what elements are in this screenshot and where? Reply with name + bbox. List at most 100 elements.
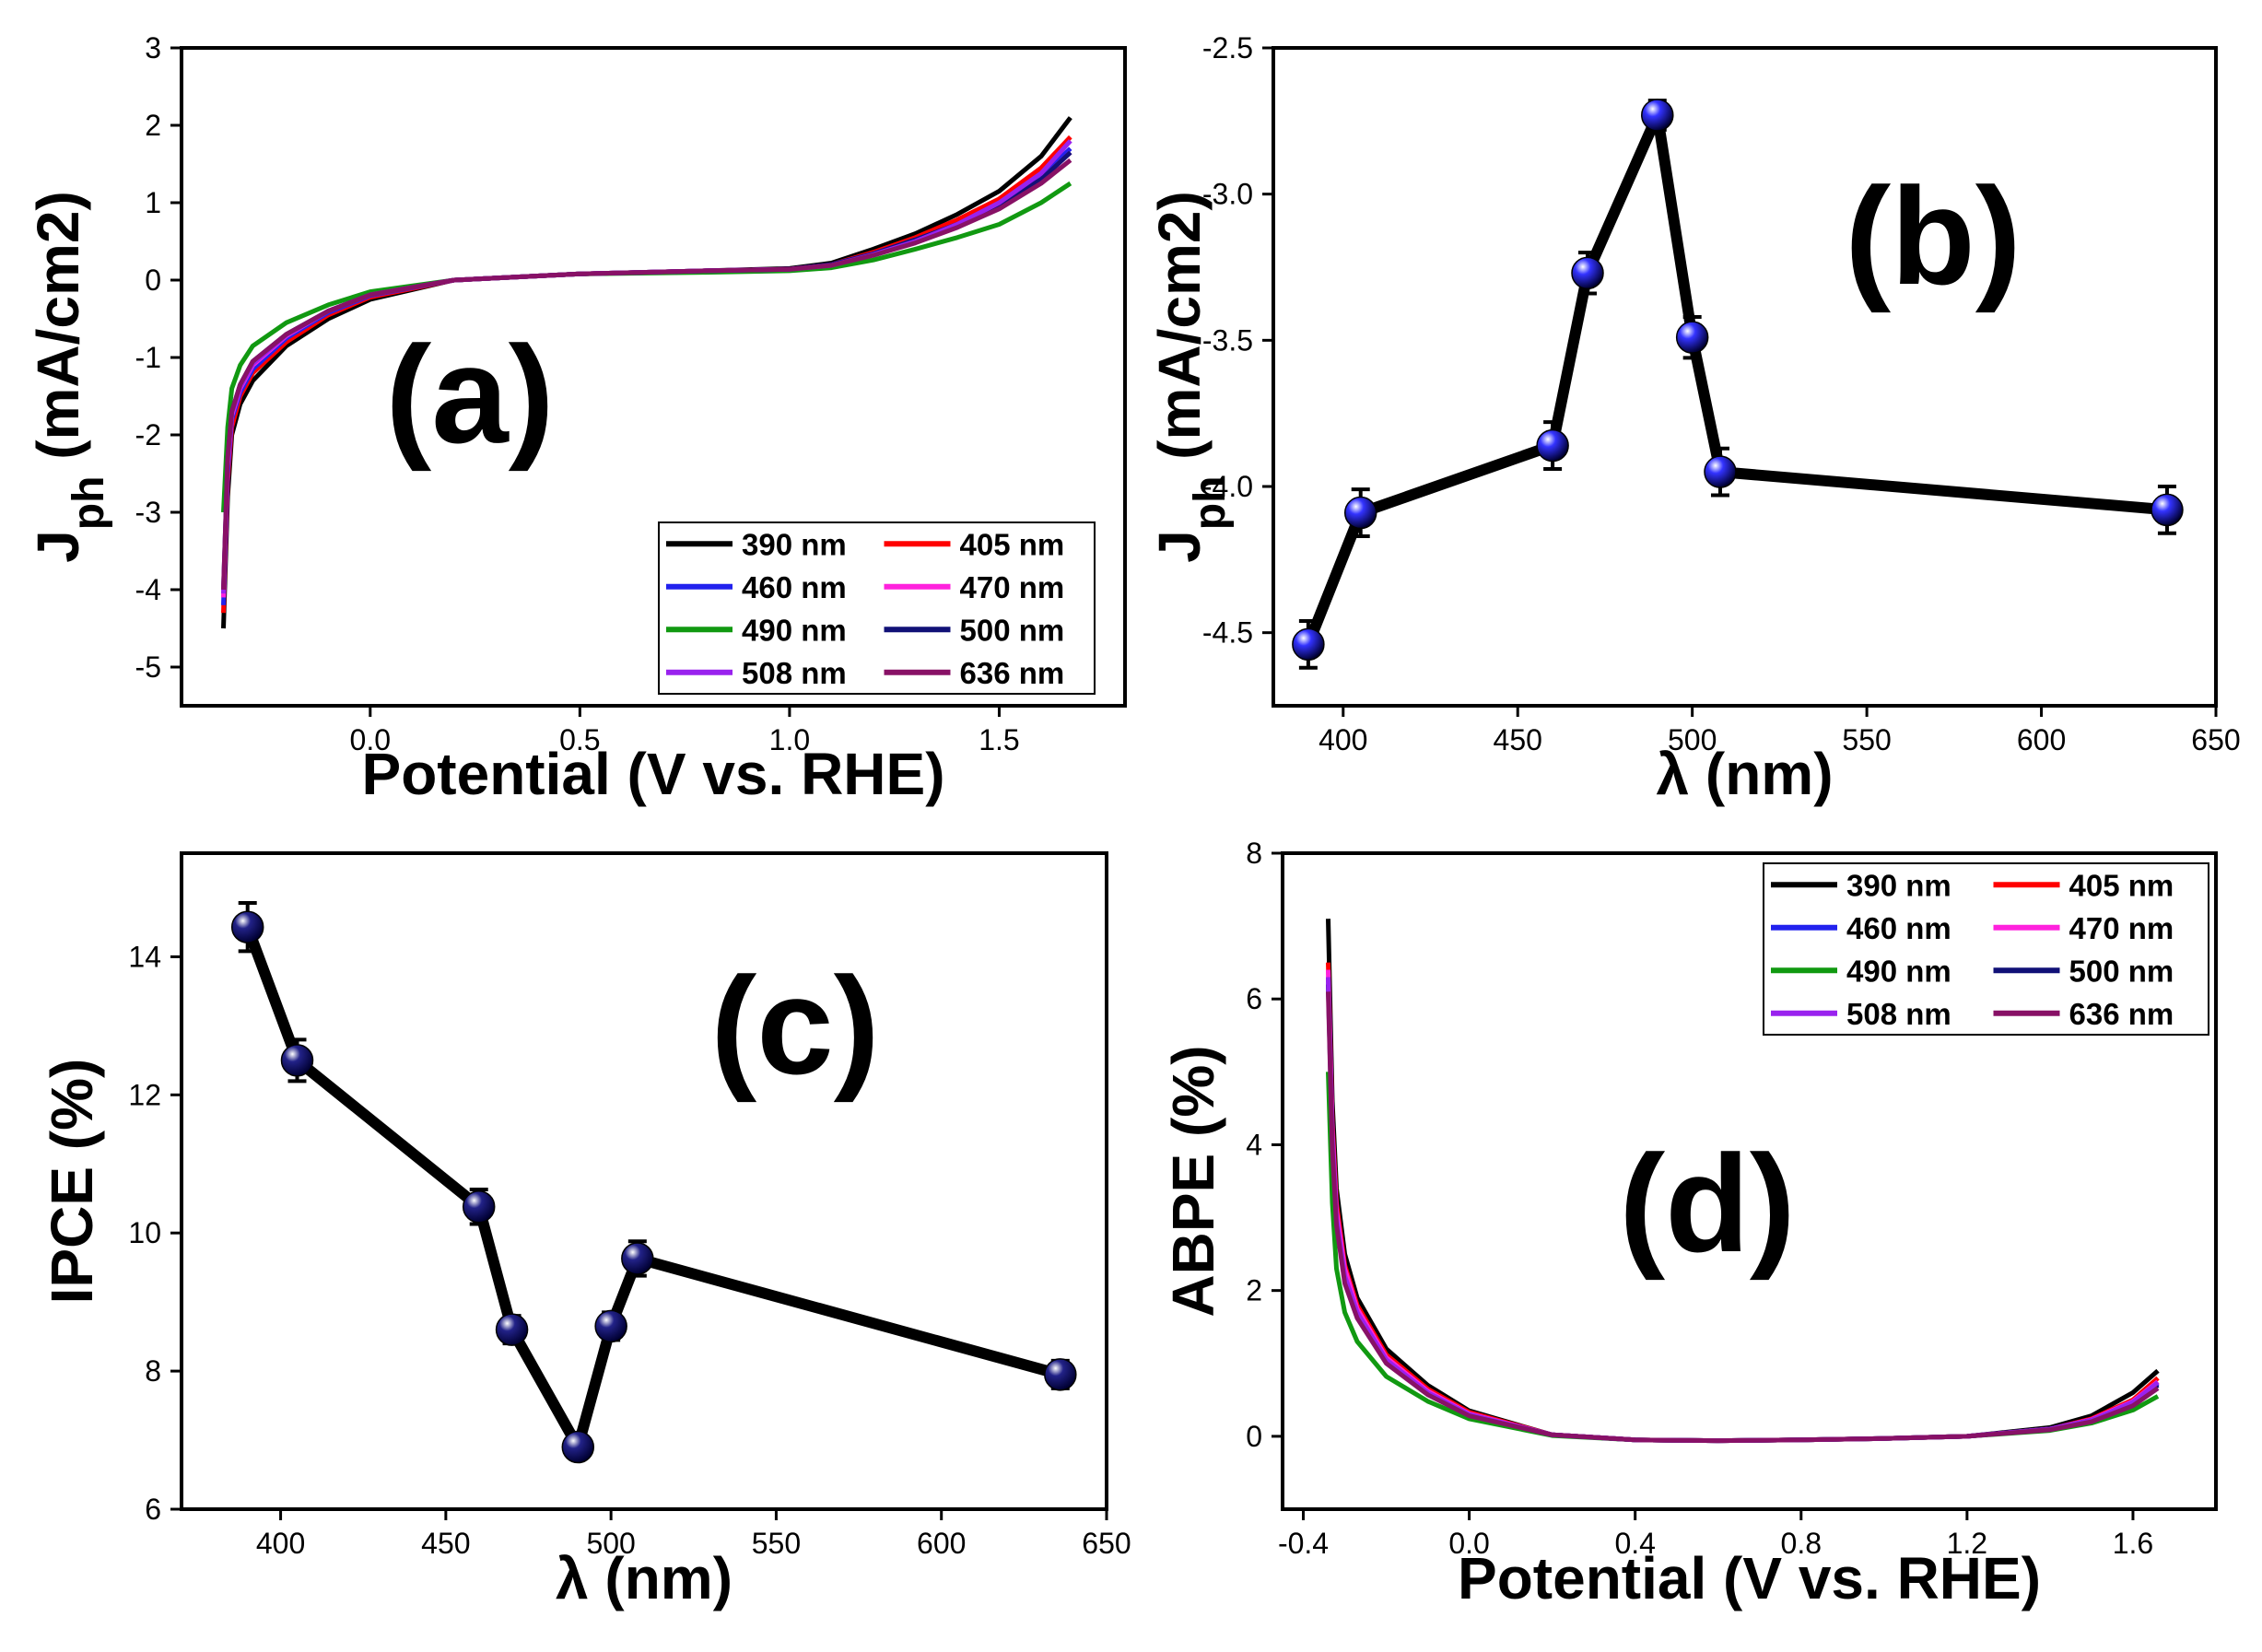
y-tick-label: 12 [128,1078,161,1111]
y-tick-label: -3 [135,496,161,529]
data-point [230,910,264,943]
x-tick-label: 0.0 [350,723,391,756]
plot-frame-c [180,851,1108,1511]
x-tick-label: 500 [586,1527,635,1560]
legend: 390 nm 405 nm 460 nm 470 nm 490 nm 500 nm 508 … [658,521,1096,695]
x-tick-label: 1.6 [2113,1527,2153,1560]
data-point [495,1313,529,1346]
y-tick-label: 6 [145,1493,161,1526]
y-tick-label: 6 [1246,982,1262,1015]
y-tick-label: 0 [1246,1420,1262,1453]
y-tick-label: -4.5 [1202,616,1253,650]
x-tick-label: 550 [1842,723,1891,756]
legend-entry: 405 nm [960,527,1065,561]
data-point [1292,627,1325,662]
plot-frame-d [1281,851,2218,1511]
y-axis-title: IPCE (%) [39,1059,105,1305]
panel-b: 400 450 500 550 600 650 -4.5 -4.0 -3.5 -3.0 -2.5 λ … [1146,31,2241,807]
x-tick-label: 1.0 [769,723,810,756]
legend-entry: 508 nm [742,656,847,690]
y-axis-title: ABPE (%) [1160,1045,1226,1317]
y-tick-label: 8 [1246,837,1262,870]
panel-d: 390 nm 405 nm 460 nm 470 nm 490 nm 500 nm 508 … [1160,837,2218,1611]
legend-entry: 490 nm [1846,954,1951,988]
y-tick-label: 10 [128,1216,161,1249]
x-tick-label: 1.5 [979,723,1019,756]
x-tick-label: 0.5 [559,723,600,756]
x-axis-title: Potential (V vs. RHE) [362,741,945,807]
x-tick-label: 650 [1082,1527,1131,1560]
panel-label-b: (b) [1845,158,2022,313]
y-tick-label: -2 [135,418,161,451]
panel-c: 400 450 500 550 600 650 6 8 10 12 14 λ (nm) IPCE (%)… [39,851,1131,1611]
y-axis-title: Jph (mA/cm2) [25,191,113,563]
data-line [1303,110,2168,647]
y-tick-label: 2 [145,109,161,142]
legend-entry: 508 nm [1846,997,1951,1031]
x-tick-label: 600 [917,1527,966,1560]
y-tick-label: 8 [145,1354,161,1388]
y-tick-label: 2 [1246,1274,1262,1307]
y-tick-label: 3 [145,31,161,64]
x-tick-label: 0.0 [1448,1527,1489,1560]
data-point [1536,428,1569,463]
legend-box [1763,862,2209,1036]
y-tick-label: -3.0 [1202,178,1253,211]
x-axis-title: λ (nm) [1657,741,1834,807]
y-axis-title: Jph (mA/cm2) [1146,191,1235,563]
data-point [1675,321,1709,354]
legend-entry: 405 nm [2069,868,2174,902]
y-tick-label: -3.5 [1202,323,1253,357]
x-tick-label: 1.2 [1947,1527,1987,1560]
y-tick-label: -4 [135,573,161,606]
legend-entry: 460 nm [1846,911,1951,945]
x-tick-label: 400 [256,1527,305,1560]
plot-frame-b [1272,46,2218,708]
data-line [242,925,1062,1453]
data-point [462,1189,496,1224]
x-tick-label: 500 [1668,723,1717,756]
y-tick-label: 1 [145,186,161,219]
legend-entry: 390 nm [742,527,847,561]
x-tick-label: 0.4 [1614,1527,1655,1560]
legend-entry: 636 nm [960,656,1065,690]
x-axis-title: λ (nm) [556,1545,733,1611]
x-tick-label: 450 [1494,723,1542,756]
legend-entry: 470 nm [960,570,1065,604]
series-line-636-nm [221,158,1072,591]
legend-entry: 470 nm [2069,911,2174,945]
data-point [2151,493,2184,527]
panel-label-c: (c) [710,948,879,1103]
series-line-636-nm [1326,991,2160,1444]
data-point [1704,455,1737,488]
legend-entry: 490 nm [742,613,847,647]
legend-box [658,521,1096,695]
y-tick-label: 4 [1246,1128,1262,1161]
data-point [280,1044,314,1077]
panel-label-d: (d) [1619,1126,1796,1281]
data-point [594,1309,627,1343]
series-group [221,116,1072,629]
x-axis-title: Potential (V vs. RHE) [1458,1545,2041,1611]
legend-entry: 460 nm [742,570,847,604]
x-tick-label: -0.4 [1278,1527,1329,1560]
x-tick-label: 0.8 [1781,1527,1822,1560]
x-tick-label: 450 [421,1527,470,1560]
data-point [1571,256,1604,290]
panel-label-a: (a) [385,317,554,472]
data-point [1343,496,1377,530]
y-tick-label: 0 [145,264,161,297]
panel-a: 390 nm 405 nm 460 nm 470 nm 490 nm 500 nm 508 … [25,31,1127,807]
x-tick-label: 550 [752,1527,801,1560]
data-point [561,1430,595,1464]
series-group [1326,919,2160,1444]
y-tick-label: -2.5 [1202,31,1253,64]
y-tick-label: -1 [135,341,161,374]
legend: 390 nm 405 nm 460 nm 470 nm 490 nm 500 nm 508 … [1763,862,2209,1036]
y-tick-label: 14 [128,940,161,973]
y-tick-label: -5 [135,650,161,684]
data-point [1641,99,1674,132]
data-point [1044,1358,1077,1391]
legend-entry: 500 nm [960,613,1065,647]
